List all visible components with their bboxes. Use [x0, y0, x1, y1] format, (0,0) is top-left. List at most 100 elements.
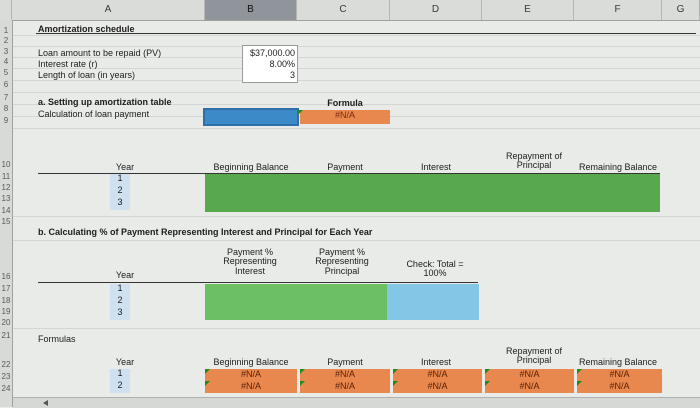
column-header-b[interactable]: B [205, 0, 297, 20]
t2-header-interest-pct: Payment % Representing Interest [223, 247, 277, 276]
f-repayment-cells[interactable] [485, 369, 574, 393]
t2-year-column [110, 284, 130, 320]
t1-year-column [110, 174, 130, 210]
t1-year-1[interactable]: 1 [117, 173, 123, 183]
row-header-17[interactable]: 17 [1, 284, 11, 293]
gridline [13, 328, 700, 329]
f-remaining-cells[interactable] [577, 369, 662, 393]
rate-value-cell[interactable]: 8.00% [269, 59, 295, 69]
f-r1-payment: #N/A [334, 369, 355, 379]
f-interest-cells[interactable] [393, 369, 482, 393]
loan-payment-cell[interactable] [203, 108, 299, 126]
f-r2-repayment: #N/A [519, 381, 540, 391]
length-label: Length of loan (in years) [38, 70, 136, 80]
t2-header-year: Year [115, 270, 135, 280]
scroll-left-arrow-icon[interactable] [43, 400, 48, 406]
t1-header-repayment: Repayment of Principal [505, 151, 563, 171]
t1-year-3[interactable]: 3 [117, 197, 123, 207]
row-header-23[interactable]: 23 [1, 372, 11, 381]
row-header-1[interactable]: 1 [3, 26, 9, 35]
f-header-year: Year [115, 357, 135, 367]
row-header-10[interactable]: 10 [1, 160, 11, 169]
row-header-24[interactable]: 24 [1, 384, 11, 393]
row-header-21[interactable]: 21 [1, 331, 11, 340]
row-header-2[interactable]: 2 [3, 36, 9, 45]
t1-input-range[interactable] [205, 174, 660, 212]
row-header-11[interactable]: 11 [1, 172, 11, 181]
f-year-column [110, 369, 130, 393]
t2-year-3[interactable]: 3 [117, 307, 123, 317]
formulas-label: Formulas [38, 334, 76, 344]
error-indicator-icon [577, 381, 582, 386]
column-header-g[interactable]: G [662, 0, 700, 20]
row-header-6[interactable]: 6 [3, 80, 9, 89]
gridline [13, 216, 700, 217]
error-indicator-icon [393, 381, 398, 386]
f-r1-repayment: #N/A [519, 369, 540, 379]
error-indicator-icon [205, 369, 210, 374]
t2-percent-range[interactable] [205, 284, 387, 320]
row-header-22[interactable]: 22 [1, 360, 11, 369]
pv-label: Loan amount to be repaid (PV) [38, 48, 162, 58]
error-indicator-icon [300, 381, 305, 386]
gridline [13, 46, 700, 47]
gridline [13, 57, 700, 58]
column-header-d[interactable]: D [390, 0, 482, 20]
row-header-7[interactable]: 7 [3, 93, 9, 102]
f-header-payment: Payment [327, 357, 363, 367]
error-indicator-icon [205, 381, 210, 386]
row-header-8[interactable]: 8 [3, 104, 9, 113]
f-r2-beginning-balance: #N/A [240, 381, 261, 391]
row-header-12[interactable]: 12 [1, 183, 11, 192]
f-header-remaining-balance: Remaining Balance [578, 357, 658, 367]
row-header-15[interactable]: 15 [1, 217, 11, 226]
f-payment-cells[interactable] [300, 369, 390, 393]
column-header-e[interactable]: E [482, 0, 574, 20]
row-header-16[interactable]: 16 [1, 272, 11, 281]
row-header-13[interactable]: 13 [1, 194, 11, 203]
t2-year-1[interactable]: 1 [117, 283, 123, 293]
pv-value-cell[interactable]: $37,000.00 [249, 48, 295, 58]
row-header-9[interactable]: 9 [3, 116, 9, 125]
row-header-bar: 1 2 3 4 5 6 7 8 9 10 11 12 13 14 15 16 1… [0, 20, 13, 407]
row-header-4[interactable]: 4 [3, 57, 9, 66]
f-year-1[interactable]: 1 [117, 368, 123, 378]
f-beginning-balance-cells[interactable] [205, 369, 297, 393]
t1-year-2[interactable]: 2 [117, 185, 123, 195]
f-r1-remaining: #N/A [609, 369, 630, 379]
error-indicator-icon [577, 369, 582, 374]
formula-result-cell[interactable] [300, 110, 390, 124]
length-value-cell[interactable]: 3 [289, 70, 295, 80]
f-year-2[interactable]: 2 [117, 380, 123, 390]
f-header-interest: Interest [420, 357, 451, 367]
gridline [13, 68, 700, 69]
horizontal-scrollbar[interactable] [13, 397, 700, 408]
gridline [13, 92, 700, 93]
row-header-5[interactable]: 5 [3, 68, 9, 77]
column-header-a[interactable]: A [12, 0, 205, 20]
row-header-18[interactable]: 18 [1, 296, 11, 305]
row-header-19[interactable]: 19 [1, 307, 11, 316]
gridline [13, 80, 700, 81]
f-r2-payment: #N/A [334, 381, 355, 391]
column-header-c[interactable]: C [297, 0, 390, 20]
t1-header-interest: Interest [420, 162, 451, 172]
f-r1-beginning-balance: #N/A [240, 369, 261, 379]
error-indicator-icon [485, 381, 490, 386]
sheet-title: Amortization schedule [38, 24, 135, 34]
gridline [13, 104, 700, 105]
row-header-14[interactable]: 14 [1, 206, 11, 215]
f-r2-interest: #N/A [427, 381, 448, 391]
t2-header-underline [38, 282, 478, 283]
error-indicator-icon [485, 369, 490, 374]
t2-year-2[interactable]: 2 [117, 295, 123, 305]
t2-check-range[interactable] [387, 284, 479, 320]
rate-label: Interest rate (r) [38, 59, 98, 69]
column-header-f[interactable]: F [574, 0, 662, 20]
row-header-3[interactable]: 3 [3, 47, 9, 56]
formula-header: Formula [327, 98, 363, 108]
select-all-corner[interactable] [0, 0, 12, 20]
f-r1-interest: #N/A [427, 369, 448, 379]
row-header-20[interactable]: 20 [1, 318, 11, 327]
